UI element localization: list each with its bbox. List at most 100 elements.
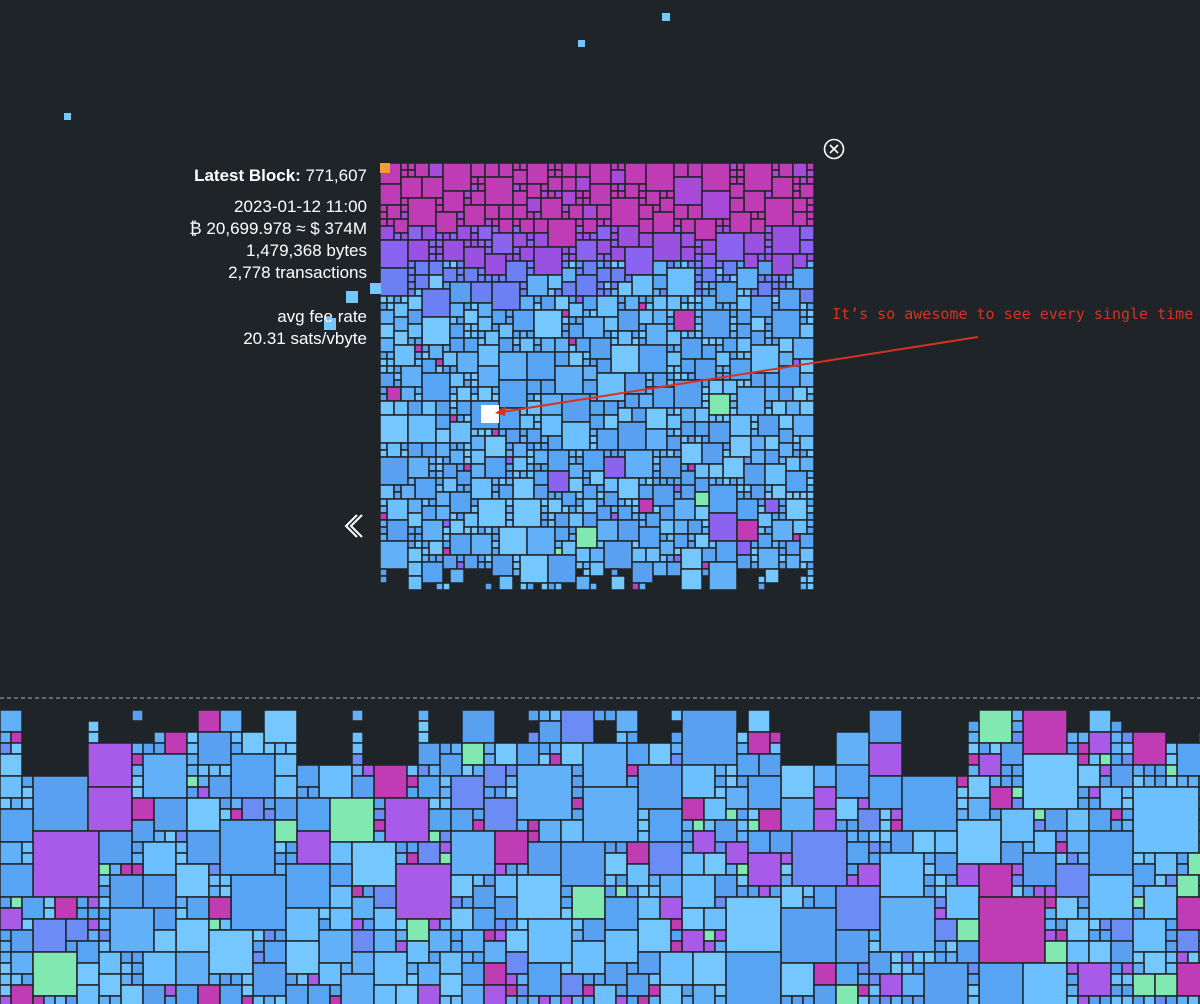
tx-square (778, 162, 794, 178)
tx-square (645, 547, 661, 563)
tx-square (1176, 775, 1189, 788)
tx-square (461, 709, 496, 744)
tx-square (736, 540, 752, 556)
tx-square (494, 896, 518, 920)
tx-square (379, 568, 388, 577)
tx-square (456, 400, 472, 416)
tx-square (449, 491, 472, 514)
tx-square (379, 414, 409, 444)
tx-square (414, 162, 430, 178)
tx-square (0, 709, 23, 733)
tx-square (757, 533, 773, 549)
tx-square (456, 316, 465, 325)
tx-square (351, 775, 375, 799)
tx-square (681, 709, 738, 766)
tx-square (610, 239, 619, 248)
tx-square (450, 929, 463, 942)
tx-square (757, 260, 773, 276)
tx-square (806, 575, 815, 584)
tx-square (1099, 775, 1112, 788)
tx-square (540, 505, 549, 514)
back-button[interactable] (344, 514, 363, 538)
tx-square (575, 218, 584, 227)
tx-square (764, 337, 773, 346)
tx-square (736, 176, 745, 185)
tx-square (197, 731, 232, 766)
tx-square (421, 344, 430, 353)
tx-square (589, 358, 598, 367)
tx-square (435, 246, 444, 255)
tx-square (626, 764, 639, 777)
tx-square (435, 197, 444, 206)
tx-square (561, 540, 577, 556)
tx-square (722, 379, 738, 395)
tx-square (1011, 764, 1024, 777)
tx-square (439, 797, 452, 810)
tx-square (729, 162, 738, 171)
tx-square (806, 176, 815, 185)
tx-square (714, 775, 727, 788)
tx-square (1066, 731, 1079, 744)
tx-square (806, 561, 815, 570)
tx-square (799, 372, 815, 388)
tx-square (901, 995, 914, 1004)
tx-square (197, 984, 221, 1004)
tx-square (792, 211, 808, 227)
tx-square (624, 162, 647, 185)
tx-square (540, 295, 556, 311)
tx-square (835, 885, 881, 931)
tx-square (463, 449, 472, 458)
tx-square (131, 951, 144, 964)
tx-square (694, 491, 710, 507)
tx-square (1132, 731, 1167, 766)
tx-square (615, 709, 639, 733)
tx-square (519, 554, 549, 584)
tx-square (406, 764, 419, 777)
tx-square (351, 885, 364, 898)
tx-square (645, 428, 668, 451)
tx-square (449, 414, 458, 423)
tx-square (582, 498, 598, 514)
tx-square (722, 302, 731, 311)
tx-square (680, 435, 689, 444)
tx-square (512, 561, 521, 570)
tx-square (407, 260, 416, 269)
tx-square (945, 951, 958, 964)
tx-square (428, 463, 437, 472)
tx-square (799, 323, 815, 339)
tx-square (610, 225, 619, 234)
tx-square (561, 204, 570, 213)
tx-square (857, 995, 870, 1004)
tx-square (596, 484, 605, 493)
tx-square (463, 323, 472, 332)
tx-square (571, 995, 584, 1004)
tx-square (407, 512, 423, 528)
tx-square (747, 819, 760, 832)
tx-square (792, 414, 815, 437)
tx-square (857, 797, 870, 810)
tx-square (736, 386, 766, 416)
tx-square (400, 162, 409, 171)
tx-square (406, 841, 419, 854)
tx-square (694, 288, 703, 297)
tx-square (989, 775, 1002, 788)
tx-square (498, 379, 528, 409)
tx-square (296, 973, 309, 986)
tx-square (806, 582, 815, 591)
close-x (829, 144, 839, 154)
tx-square (540, 379, 556, 395)
tx-square (694, 435, 703, 444)
close-button[interactable] (823, 138, 845, 160)
tx-square (1165, 742, 1178, 755)
tx-square (934, 951, 947, 964)
tx-square (785, 554, 801, 570)
tx-square (967, 742, 980, 755)
tx-square (708, 393, 731, 416)
tx-square (1011, 874, 1024, 887)
tx-square (757, 281, 773, 297)
tx-square (792, 190, 801, 199)
tx-square (470, 428, 479, 437)
tx-square (1088, 797, 1101, 810)
tx-square (519, 246, 535, 262)
tx-square (449, 316, 458, 325)
